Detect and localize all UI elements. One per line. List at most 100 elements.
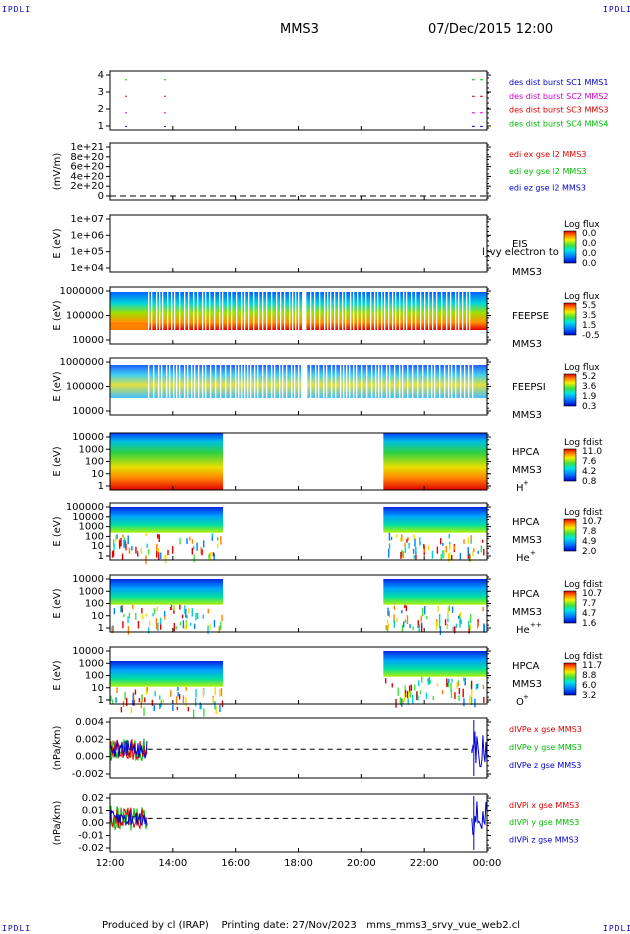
spectrogram-speckle	[138, 697, 141, 703]
spectrogram-speckle	[164, 616, 166, 620]
spectrogram-speckle	[137, 620, 140, 629]
spacecraft-label: MMS3	[512, 465, 542, 476]
data-gap-stripe	[395, 292, 397, 330]
y-axis-label: E (eV)	[52, 300, 63, 330]
spectrogram-speckle	[200, 704, 202, 710]
spectrogram-speckle	[413, 555, 415, 559]
legend-entry: dIVPe y gse MMS3	[509, 743, 582, 752]
data-gap-stripe	[301, 365, 303, 398]
data-gap-stripe	[262, 292, 264, 330]
data-gap-stripe	[327, 292, 329, 330]
panels-layer: 4 3 2 1 des dist burst SC1 MMS1 des dist burs…	[52, 70, 608, 854]
spectrogram-speckle	[483, 623, 485, 633]
y-tick-label: 100	[85, 599, 104, 610]
spectrogram-speckle	[404, 690, 407, 698]
spectrogram-speckle	[132, 692, 134, 702]
data-gap-stripe	[330, 292, 332, 330]
spectrogram-speckle	[421, 676, 423, 683]
data-gap-stripe	[250, 365, 252, 398]
data-gap-stripe	[254, 365, 256, 398]
spectrogram-speckle	[470, 696, 473, 706]
spectrogram-speckle	[191, 539, 194, 544]
colorbar-tick-label: 11.7	[582, 661, 602, 671]
data-gap-stripe	[434, 365, 436, 398]
y-tick-label: 100000	[66, 502, 104, 513]
colorbar	[563, 230, 577, 264]
y-axis-label: E (eV)	[52, 371, 63, 401]
spectrogram-speckle	[404, 619, 407, 623]
spectrogram-speckle	[454, 626, 456, 634]
y-tick-label: 1000000	[59, 357, 104, 368]
spectrogram-speckle	[459, 552, 462, 560]
spectrogram-speckle	[152, 613, 154, 617]
data-gap-stripe	[468, 365, 470, 398]
spectrogram-speckle	[122, 534, 124, 538]
spectrogram-speckle	[211, 536, 213, 541]
spectrogram-speckle	[457, 682, 460, 687]
y-tick-label: 100	[85, 671, 104, 682]
spectrogram-speckle	[388, 610, 391, 617]
spectrogram-speckle	[184, 605, 186, 615]
spectrogram-speckle	[118, 540, 121, 549]
data-gap-stripe	[460, 365, 462, 398]
burst-mark	[125, 125, 128, 127]
spectrogram-speckle	[122, 621, 124, 629]
y-axis-label: (nPa/km)	[52, 726, 63, 771]
data-gap-stripe	[402, 365, 404, 398]
data-gap-stripe	[371, 365, 373, 398]
spectrogram-speckle	[186, 538, 188, 544]
spectrogram-speckle	[393, 614, 395, 623]
spectrogram-speckle	[202, 540, 205, 548]
spectrogram-speckle	[467, 546, 469, 556]
spectrogram-speckle	[193, 623, 196, 629]
spectrogram-speckle	[446, 683, 448, 687]
spectrogram-speckle	[481, 539, 484, 543]
y-tick-label: 0.000	[75, 752, 104, 763]
spectrogram-speckle	[112, 539, 115, 546]
spectrogram-speckle	[384, 678, 387, 684]
burst-mark	[471, 125, 475, 127]
data-gap-stripe	[158, 365, 160, 398]
spectrogram-speckle	[409, 691, 412, 698]
data-gap-stripe	[315, 365, 317, 398]
spectrogram-speckle	[185, 608, 187, 618]
legend-entry: dIVPe x gse MMS3	[509, 725, 582, 734]
spectrogram-speckle	[470, 538, 472, 544]
spectrogram-speckle	[476, 622, 479, 629]
data-gap-stripe	[238, 365, 240, 398]
data-gap-stripe	[241, 292, 243, 330]
colorbar-tick-label: 0.3	[582, 402, 596, 412]
y-tick-label: 0.00	[82, 818, 104, 829]
spectrogram-speckle	[450, 682, 452, 692]
spectrogram-speckle	[458, 695, 460, 701]
data-gap-stripe	[187, 365, 189, 398]
spectrogram-speckle	[213, 553, 215, 561]
spectrogram-speckle	[405, 605, 408, 612]
y-tick-label: 1e+21	[70, 142, 104, 153]
spectrogram-speckle	[435, 621, 438, 630]
spectrogram-speckle	[162, 699, 164, 703]
spectrogram-speckle	[146, 689, 148, 695]
spectrogram-speckle	[415, 552, 417, 561]
colorbar	[563, 662, 577, 696]
instrument-label: HPCA	[512, 661, 540, 672]
spectrogram-speckle	[458, 687, 461, 695]
data-gap-stripe	[247, 365, 249, 398]
data-gap-stripe	[314, 292, 316, 330]
y-tick-label: 1000	[79, 586, 104, 597]
data-gap-stripe	[399, 365, 401, 398]
y-tick-label: 10	[91, 611, 104, 622]
y-tick-label: 1	[98, 623, 104, 634]
spectrogram-speckle	[463, 677, 465, 682]
data-gap-stripe	[375, 365, 377, 398]
spectrogram-speckle	[452, 627, 454, 632]
y-axis-label: E (eV)	[52, 588, 63, 618]
panel-feepse: 1000000 100000 10000 E (eV) FEEPSE MMS3 Log fl…	[52, 286, 600, 350]
spectrogram-speckle	[200, 547, 202, 555]
panel-frame	[109, 793, 488, 853]
spectrogram-speckle	[446, 624, 448, 629]
data-gap-stripe	[280, 292, 282, 330]
colorbar-title: Log flux	[564, 292, 600, 302]
y-axis-label: E (eV)	[52, 660, 63, 690]
